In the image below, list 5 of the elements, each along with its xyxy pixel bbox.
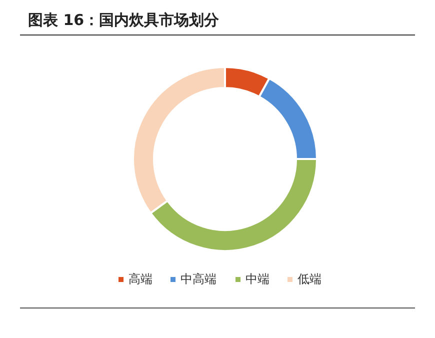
- legend-label: 中高端: [180, 272, 216, 286]
- legend-label: 中端: [246, 272, 270, 286]
- legend-label: 高端: [128, 272, 152, 286]
- legend-label: 低端: [298, 272, 322, 286]
- title: 图表 16：国内炊具市场划分: [28, 11, 220, 29]
